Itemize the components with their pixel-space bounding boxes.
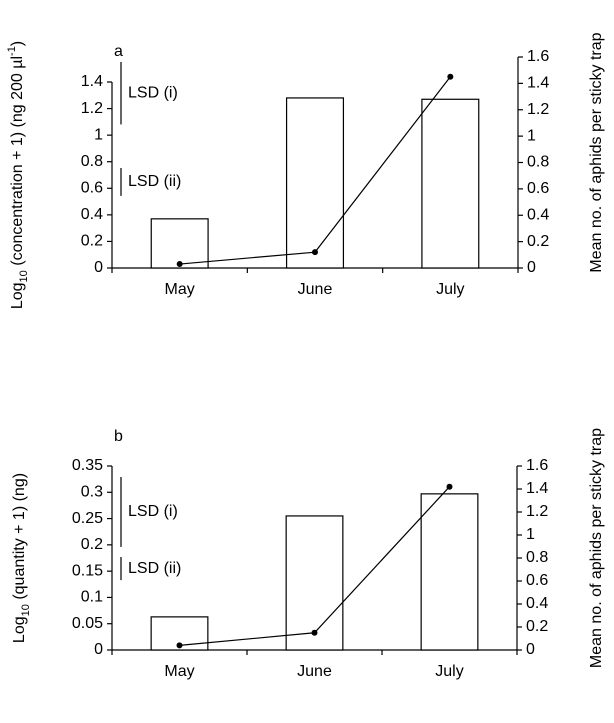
lsd-label: LSD (ii): [128, 560, 181, 577]
y2-tick-label: 1.2: [526, 503, 548, 520]
y2-tick-label: 0.8: [527, 154, 549, 171]
y-tick-label: 0.3: [81, 484, 103, 501]
y-axis-label-part: (quantity + 1) (ng): [11, 473, 28, 604]
point: [446, 483, 453, 490]
y-tick-label: 0.35: [72, 457, 103, 474]
y-axis-label-part: Log: [9, 282, 26, 309]
x-tick-label: June: [298, 281, 333, 298]
y2-tick-label: 1.2: [527, 101, 549, 118]
y2-tick-label: 0.6: [526, 572, 548, 589]
y-axis-label: Log10 (concentration + 1) (ng 200 µl-1): [6, 41, 30, 309]
y-axis-label-part: 10: [18, 270, 30, 282]
x-tick-label: July: [436, 281, 464, 298]
y-tick-label: 0: [94, 259, 103, 276]
y2-tick-label: 1: [526, 526, 535, 543]
y2-tick-label: 0.8: [526, 549, 548, 566]
bar: [150, 218, 209, 269]
y-tick-label: 0.6: [81, 180, 103, 197]
y-tick-label: 0.15: [72, 562, 103, 579]
y2-tick-label: 1.4: [526, 480, 548, 497]
bar: [285, 515, 344, 651]
y-tick-label: 0.4: [81, 206, 103, 223]
y2-tick-label: 0.6: [527, 180, 549, 197]
y2-tick-label: 0.4: [527, 206, 549, 223]
point: [311, 629, 318, 636]
x-tick-label: June: [297, 663, 332, 680]
y-tick-label: 0.2: [81, 536, 103, 553]
point: [447, 73, 454, 80]
panel-label: b: [114, 428, 123, 445]
y2-tick-label: 1.6: [527, 48, 549, 65]
y-tick-label: 1: [94, 126, 103, 143]
bar: [285, 97, 345, 269]
y-tick-label: 0.1: [81, 589, 103, 606]
y2-tick-label: 1.6: [526, 457, 548, 474]
y-axis-label-part: ): [9, 41, 26, 46]
y2-tick-label: 1.4: [527, 75, 549, 92]
x-tick-label: July: [435, 663, 463, 680]
y-axis-label-part: -1: [6, 46, 18, 56]
y2-tick-label: 0.2: [526, 618, 548, 635]
y2-axis-label: Mean no. of aphids per sticky trap: [588, 32, 605, 272]
y-tick-label: 0.8: [81, 153, 103, 170]
point: [176, 642, 183, 649]
y2-tick-label: 0: [527, 259, 536, 276]
x-tick-label: May: [165, 281, 195, 298]
y-axis-label-part: Log: [11, 616, 28, 643]
y2-tick-label: 0.4: [526, 595, 548, 612]
y-axis-label-part: (concentration + 1) (ng 200 µl: [9, 56, 26, 270]
y2-tick-label: 1: [527, 127, 536, 144]
x-tick-label: May: [164, 663, 194, 680]
bar: [420, 493, 479, 651]
y-tick-label: 0.05: [72, 615, 103, 632]
point: [176, 261, 183, 268]
y-axis-label: Log10 (quantity + 1) (ng): [11, 473, 32, 643]
y2-tick-label: 0: [526, 641, 535, 658]
y-tick-label: 1.2: [81, 100, 103, 117]
y-tick-label: 0: [94, 641, 103, 658]
y-axis-label-part: 10: [20, 604, 32, 616]
lsd-label: LSD (i): [128, 84, 178, 101]
y-tick-label: 1.4: [81, 73, 103, 90]
point: [312, 249, 318, 256]
bar: [421, 98, 480, 269]
y2-tick-label: 0.2: [527, 233, 549, 250]
lsd-label: LSD (i): [128, 503, 178, 520]
lsd-label: LSD (ii): [128, 173, 181, 190]
y-tick-label: 0.2: [81, 233, 103, 250]
panel-label: a: [114, 43, 123, 60]
y2-axis-label: Mean no. of aphids per sticky trap: [588, 428, 605, 668]
y-tick-label: 0.25: [72, 510, 103, 527]
